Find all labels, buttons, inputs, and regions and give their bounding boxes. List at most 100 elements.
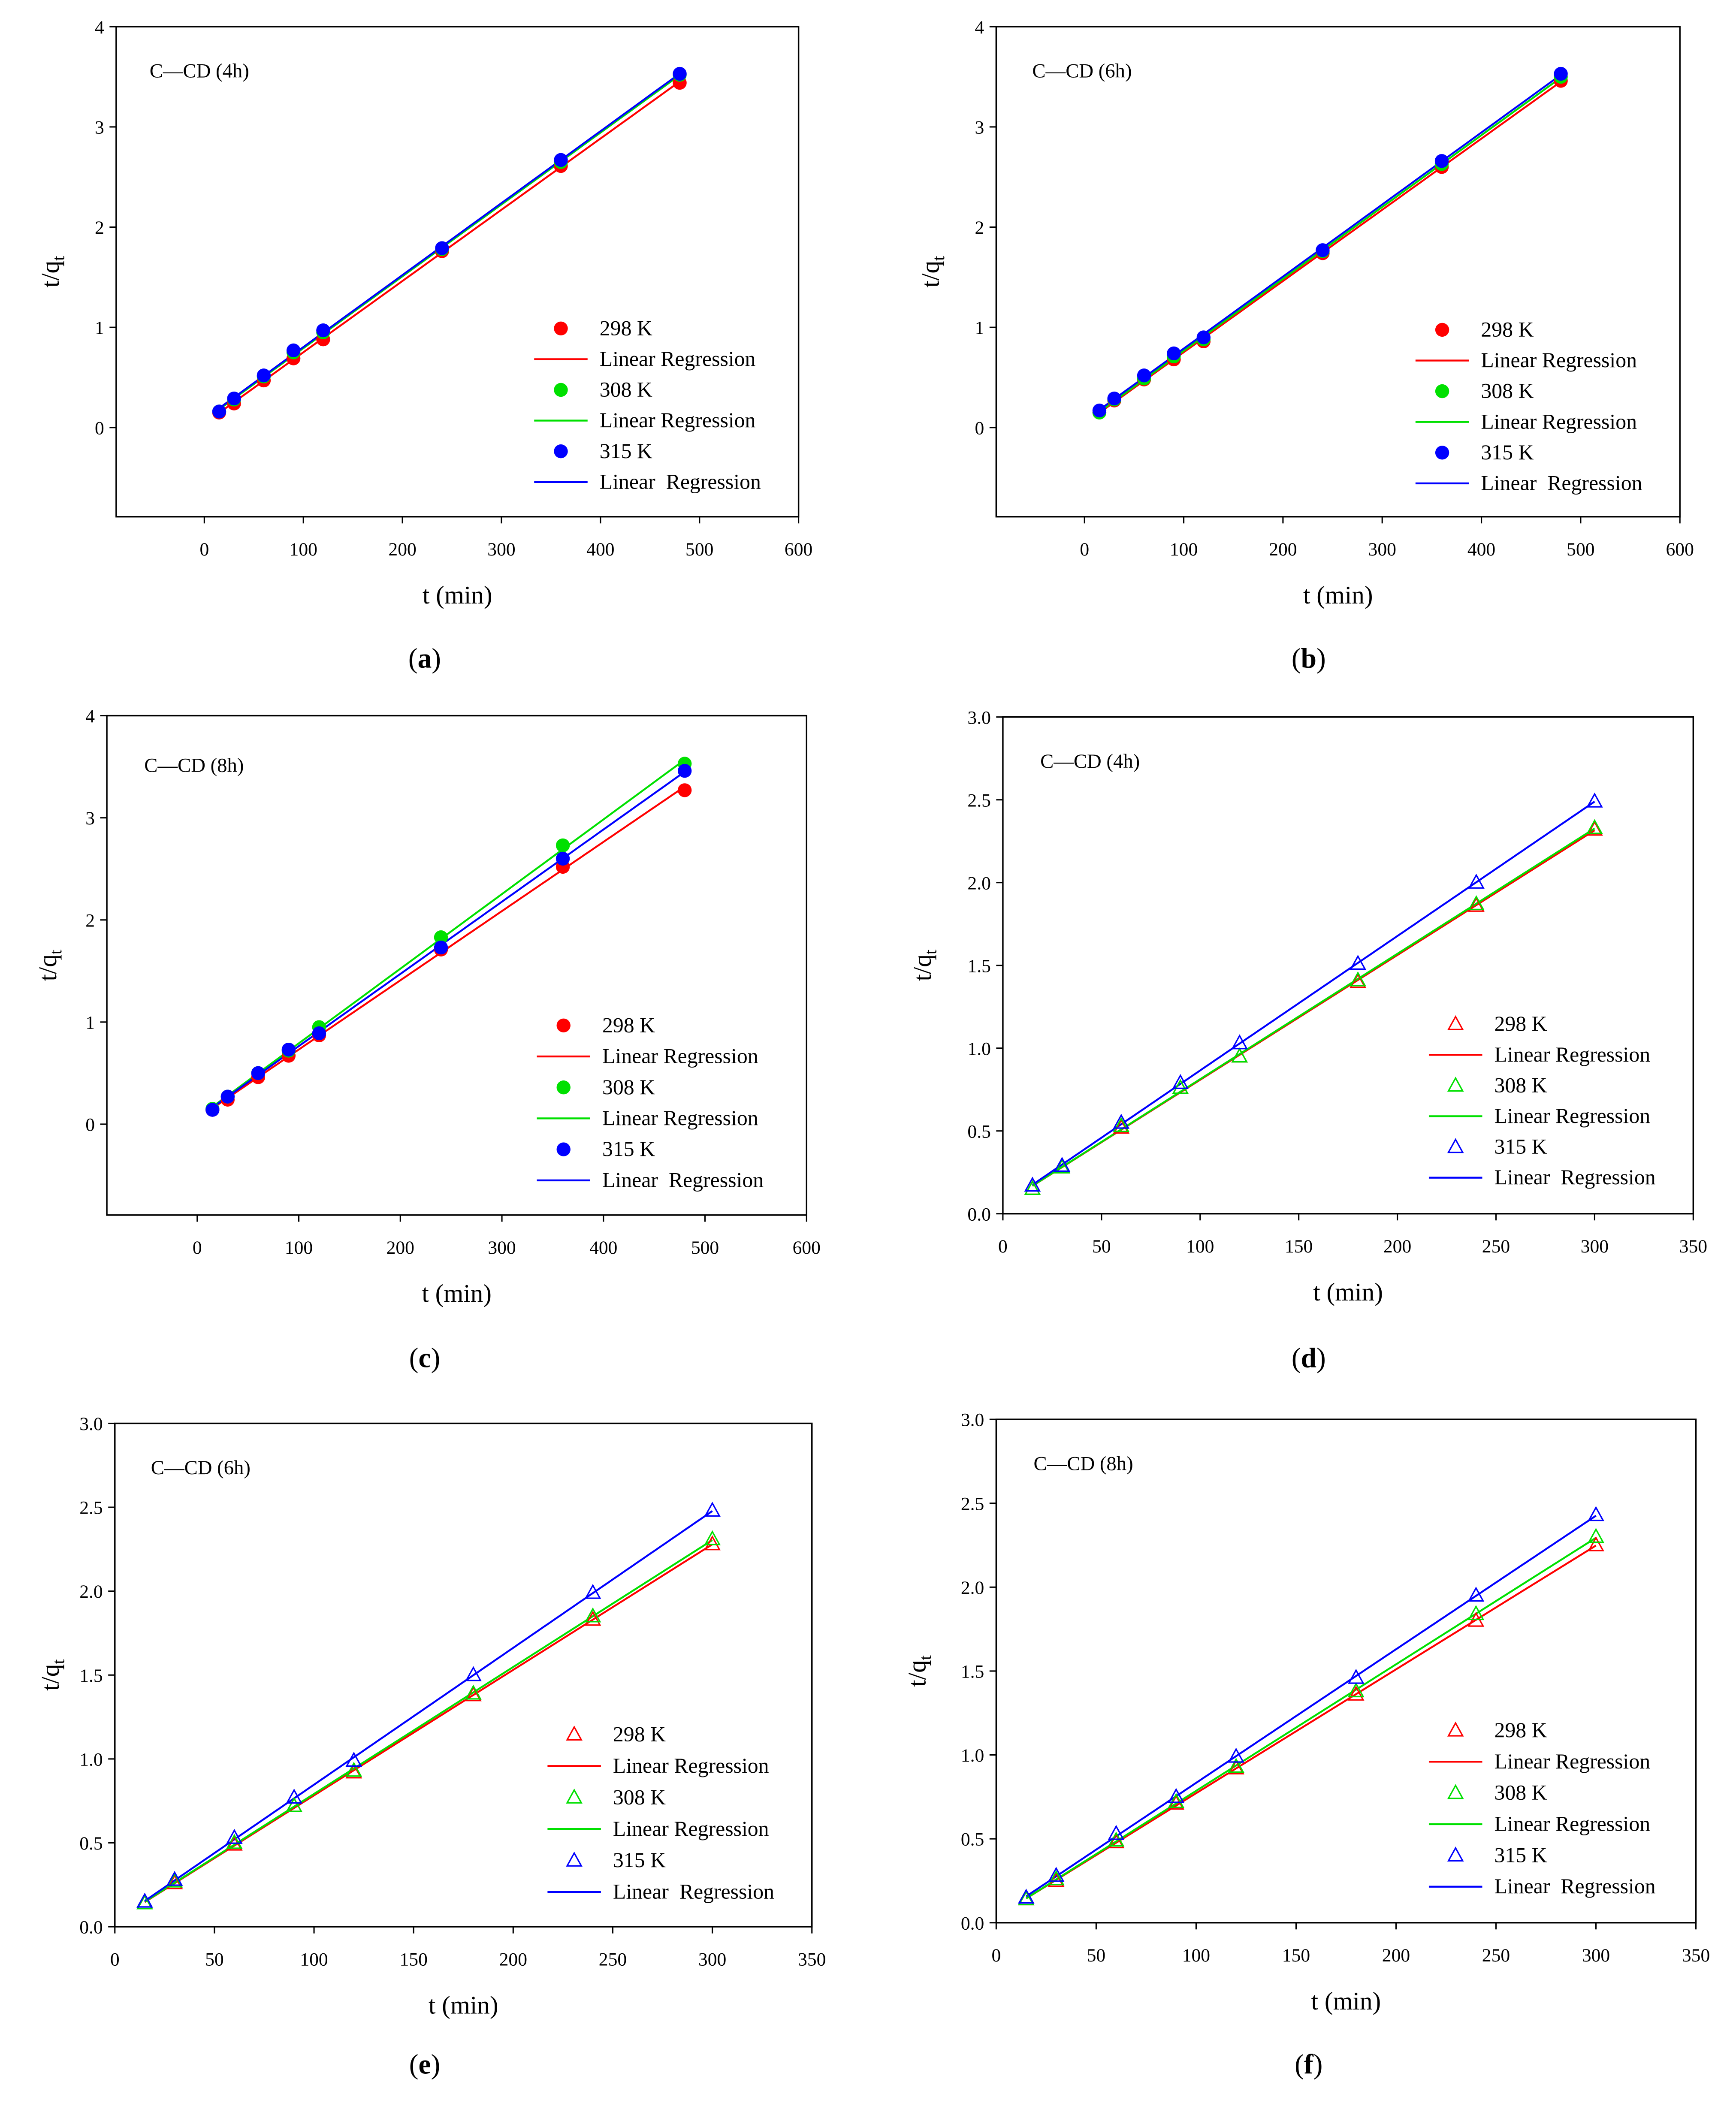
data-point-315-k	[465, 1666, 482, 1681]
filled-circle-icon	[556, 1142, 571, 1156]
data-point-315-k	[1024, 1177, 1041, 1192]
data-point-315-k	[205, 1103, 220, 1117]
panel-label-close: )	[432, 643, 441, 674]
x-tick-label: 350	[1682, 1945, 1710, 1966]
x-tick-label: 200	[1383, 1236, 1411, 1257]
x-tick-label: 250	[599, 1949, 627, 1970]
data-point-308-k	[1228, 1758, 1244, 1773]
y-tick-label: 0	[975, 418, 984, 438]
data-point-315-k	[1467, 1587, 1485, 1602]
y-axis: 0.0 0.5 1.0 1.5 2.0 2.5 3.0	[967, 707, 1003, 1225]
data-points	[1017, 1506, 1604, 1906]
x-axis-title: t (min)	[1313, 1278, 1383, 1306]
y-tick-label: 0.5	[961, 1829, 984, 1850]
panel-label: (a)	[408, 643, 441, 674]
x-tick-label: 0	[193, 1237, 202, 1258]
legend-label-series: 308 K	[613, 1785, 666, 1809]
regression-line-308-k	[1026, 1537, 1597, 1899]
x-tick-label: 150	[1285, 1236, 1313, 1257]
data-points	[136, 1502, 721, 1910]
regression-line-315-k	[1026, 1515, 1597, 1898]
data-point-315-k	[1092, 403, 1107, 418]
data-point-298-k	[1347, 1685, 1365, 1701]
legend: 298 K Linear Regression 308 K Linear Regres…	[537, 1013, 764, 1192]
x-tick-label: 0	[991, 1945, 1001, 1966]
x-axis-title: t (min)	[1311, 1987, 1381, 2015]
legend-label-fit: Linear Regression	[1494, 1750, 1651, 1773]
x-axis: 0 50 100 150 200 250 300 350	[110, 1927, 826, 1970]
data-point-308-k	[434, 930, 448, 944]
panel-label-open: (	[1292, 643, 1301, 674]
panel-label: (e)	[409, 2049, 441, 2080]
chart-panel-c: 0 100 200 300 400 500 600 0 1 2 3 4 t (min) t/qt C—CD …	[33, 706, 821, 1374]
y-tick-label: 0	[95, 418, 104, 438]
data-point-298-k	[1228, 1759, 1244, 1775]
panel-label-close: )	[1316, 643, 1326, 674]
y-tick-label: 0.5	[79, 1833, 103, 1854]
data-point-308-k	[1113, 1117, 1130, 1132]
chart-annotation: C—CD (6h)	[1032, 60, 1132, 82]
data-point-308-k	[556, 838, 570, 853]
panel-label-close: )	[1316, 1343, 1326, 1374]
legend-label-fit: Linear Regression	[1494, 1165, 1656, 1189]
y-tick-label: 1.5	[961, 1661, 984, 1682]
y-axis-title-main: t/q	[916, 261, 944, 287]
y-tick-label: 2.5	[79, 1498, 103, 1518]
legend-label-fit: Linear Regression	[613, 1754, 769, 1777]
legend-label-fit: Linear Regression	[1494, 1812, 1651, 1836]
data-point-308-k	[345, 1762, 362, 1777]
x-tick-label: 600	[793, 1237, 821, 1258]
x-tick-label: 100	[300, 1949, 328, 1970]
panel-label-letter: c	[418, 1343, 431, 1374]
data-points	[1024, 792, 1603, 1195]
legend: 298 K Linear Regression 308 K Linear Regres…	[1428, 1012, 1656, 1189]
data-point-315-k	[1167, 346, 1181, 361]
series-315-k	[136, 1502, 721, 1908]
panel-label-letter: b	[1301, 643, 1316, 674]
legend-label-series: 308 K	[1494, 1781, 1547, 1804]
regression-line-308-k	[1032, 827, 1595, 1187]
panel-label-letter: f	[1304, 2049, 1314, 2080]
data-point-298-k	[1350, 973, 1366, 988]
x-tick-label: 100	[290, 539, 317, 560]
x-tick-label: 50	[1087, 1945, 1106, 1966]
data-point-315-k	[1048, 1867, 1065, 1882]
legend-label-fit: Linear Regression	[602, 1168, 764, 1192]
panel-label: (d)	[1292, 1343, 1326, 1374]
y-tick-label: 3.0	[967, 707, 990, 728]
x-axis-title: t (min)	[1303, 581, 1373, 609]
y-axis: 0.0 0.5 1.0 1.5 2.0 2.5 3.0	[961, 1410, 996, 1934]
data-point-308-k	[136, 1894, 153, 1910]
data-points	[205, 757, 692, 1117]
chart-panel-d: 0 50 100 150 200 250 300 350 0.0 0.5 1.0 1.5 2.0 2.5 3…	[908, 707, 1707, 1373]
legend-label-series: 298 K	[1494, 1718, 1547, 1742]
data-point-315-k	[584, 1584, 601, 1599]
x-tick-label: 400	[1467, 539, 1495, 560]
y-tick-label: 2.5	[967, 790, 990, 811]
x-tick-label: 300	[1368, 539, 1396, 560]
data-point-315-k	[556, 851, 570, 866]
plot-frame	[115, 26, 800, 518]
data-point-315-k	[286, 343, 301, 358]
y-axis-title-main: t/q	[36, 261, 64, 287]
y-axis-title-subscript: t	[48, 1659, 68, 1664]
series-315-k	[1017, 1506, 1604, 1904]
chart-panel-a: 0 100 200 300 400 500 600 0 1 2 3 4 t (min) t/qt C—CD …	[36, 17, 812, 674]
data-point-315-k	[1017, 1889, 1035, 1904]
series-315-k	[1092, 66, 1568, 418]
y-axis-title-subscript: t	[929, 256, 948, 261]
data-point-308-k	[1168, 1793, 1185, 1808]
data-point-298-k	[1048, 1872, 1065, 1887]
data-point-315-k	[1231, 1034, 1248, 1050]
data-point-315-k	[251, 1066, 266, 1080]
data-point-315-k	[434, 940, 448, 955]
data-point-315-k	[1168, 1788, 1185, 1803]
panel-label-open: (	[408, 643, 418, 674]
y-tick-label: 4	[975, 17, 984, 38]
data-point-315-k	[212, 404, 226, 419]
legend-label-fit: Linear Regression	[1494, 1104, 1651, 1128]
data-point-315-k	[1228, 1747, 1244, 1763]
data-point-315-k	[1588, 1506, 1604, 1521]
x-tick-label: 300	[1581, 1236, 1609, 1257]
